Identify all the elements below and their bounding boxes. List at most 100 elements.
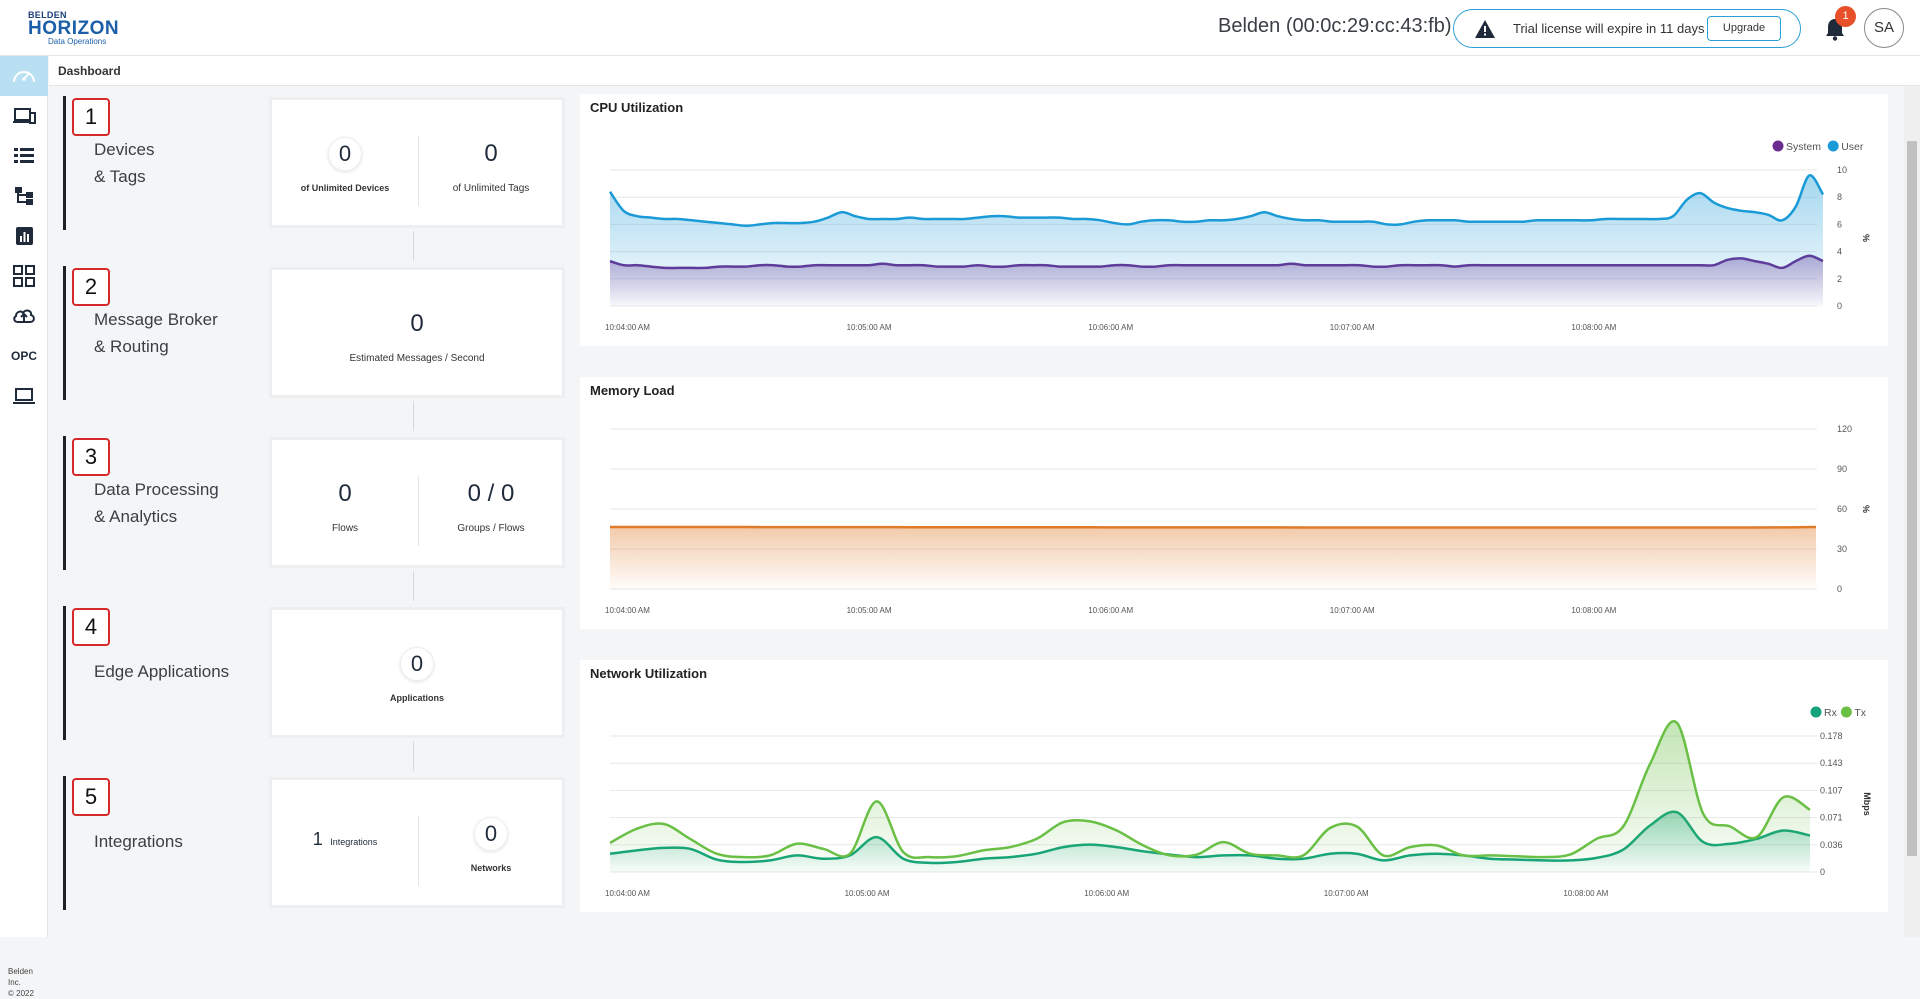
- step-number: 2: [72, 268, 110, 306]
- x-tick-label: 10:06:00 AM: [1088, 606, 1133, 615]
- page-scrollbar[interactable]: [1904, 86, 1920, 937]
- step-label: Message Broker & Routing: [94, 306, 218, 360]
- step-label: Integrations: [94, 828, 183, 855]
- notification-badge[interactable]: 1: [1835, 6, 1856, 27]
- copyright-year: © 2022: [8, 989, 34, 998]
- devices-tags-card[interactable]: 0 of Unlimited Devices 0 of Unlimited Ta…: [269, 97, 565, 228]
- step-bar: [63, 96, 66, 230]
- nav-edge-device[interactable]: [0, 376, 48, 416]
- edge-applications-card[interactable]: 0 Applications: [269, 607, 565, 738]
- x-tick-label: 10:05:00 AM: [845, 889, 890, 898]
- x-tick-label: 10:07:00 AM: [1330, 606, 1375, 615]
- cpu-utilization-chart[interactable]: 10 8 6 4 2 0% 10:04:00 AM 10:05:00 AM 10:06:00 A…: [580, 94, 1888, 346]
- series-series-line[interactable]: [609, 525, 1817, 529]
- device-title: Belden (00:0c:29:cc:43:fb): [1218, 15, 1452, 37]
- user-legend-label[interactable]: User: [1841, 141, 1864, 153]
- nav-cloud[interactable]: [0, 296, 48, 336]
- applications-label: Applications: [389, 693, 444, 703]
- tags-count: 0: [484, 140, 498, 167]
- devices-icon: [13, 108, 36, 124]
- memory-load-chart[interactable]: 120 90 60 30 0% 10:04:00 AM 10:05:00 AM 10:06:0…: [580, 377, 1888, 629]
- devices-metric: 0 of Unlimited Devices: [272, 137, 418, 193]
- nav-analytics[interactable]: [0, 216, 48, 256]
- breadcrumb-dashboard[interactable]: Dashboard: [58, 64, 121, 78]
- nav-list[interactable]: [0, 136, 48, 176]
- series-series-area: [610, 527, 1816, 589]
- x-tick-label: 10:05:00 AM: [847, 323, 892, 332]
- step-bar: [63, 776, 66, 910]
- rx-legend-marker[interactable]: [1810, 706, 1822, 718]
- y-tick-label: 2: [1837, 274, 1842, 284]
- network-utilization-panel: 0.178 0.143 0.107 0.071 0.036 0 Mbps 10:04:00 A…: [580, 660, 1888, 912]
- breadcrumb: Dashboard: [49, 56, 1920, 86]
- networks-label: Networks: [470, 863, 512, 873]
- step-number: 3: [72, 438, 110, 476]
- user-series-line[interactable]: [608, 174, 1825, 228]
- y-tick-label: 0.143: [1820, 758, 1843, 768]
- nav-apps[interactable]: [0, 256, 48, 296]
- nav-hierarchy[interactable]: [0, 176, 48, 216]
- step-label-line1: Devices: [94, 140, 155, 159]
- x-tick-label: 10:06:00 AM: [1084, 889, 1129, 898]
- tx-series-line[interactable]: [609, 720, 1811, 860]
- connector-line: [413, 571, 414, 601]
- y-tick-label: 0.071: [1820, 813, 1843, 823]
- license-banner: Trial license will expire in 11 days Upg…: [1453, 9, 1801, 48]
- hierarchy-icon: [15, 187, 33, 205]
- copyright: Belden Inc. © 2022: [8, 966, 47, 999]
- x-tick-label: 10:05:00 AM: [847, 606, 892, 615]
- x-tick-label: 10:04:00 AM: [605, 606, 650, 615]
- integrations-metric: 1 Integrations: [272, 829, 418, 850]
- x-tick-label: 10:08:00 AM: [1571, 323, 1616, 332]
- tx-legend-label[interactable]: Tx: [1854, 707, 1866, 719]
- y-tick-label: 0.178: [1820, 731, 1843, 741]
- y-tick-label: 0: [1837, 301, 1842, 311]
- connector-line: [413, 741, 414, 771]
- system-legend-marker[interactable]: [1772, 140, 1784, 152]
- belden-horizon-logo[interactable]: BELDEN HORIZON Data Operations: [28, 10, 128, 50]
- x-tick-label: 10:07:00 AM: [1324, 889, 1369, 898]
- user-avatar[interactable]: SA: [1864, 8, 1904, 48]
- integrations-card[interactable]: 1 Integrations 0 Networks: [269, 777, 565, 908]
- nav-opc[interactable]: OPC: [0, 336, 48, 376]
- step-label-line2: & Tags: [94, 167, 146, 186]
- step-label-line1: Integrations: [94, 832, 183, 851]
- y-axis-label: Mbps: [1862, 792, 1872, 816]
- y-axis-label: %: [1861, 505, 1871, 513]
- y-tick-label: 30: [1837, 544, 1847, 554]
- memory-chart-title: Memory Load: [590, 383, 675, 398]
- network-utilization-chart[interactable]: 0.178 0.143 0.107 0.071 0.036 0 Mbps 10:04:00 A…: [580, 660, 1888, 912]
- logo-line2: HORIZON: [28, 18, 120, 39]
- y-tick-label: 0: [1820, 867, 1825, 877]
- license-message: Trial license will expire in 11 days: [1513, 21, 1705, 36]
- copyright-company: Belden Inc.: [8, 967, 33, 987]
- y-tick-label: 4: [1837, 247, 1842, 257]
- tx-legend-marker[interactable]: [1840, 706, 1852, 718]
- rx-legend-label[interactable]: Rx: [1824, 707, 1838, 719]
- x-tick-label: 10:06:00 AM: [1088, 323, 1133, 332]
- network-chart-title: Network Utilization: [590, 666, 708, 681]
- y-tick-label: 0: [1837, 584, 1842, 594]
- integrations-count: 1: [312, 829, 323, 849]
- step-label: Data Processing & Analytics: [94, 476, 219, 530]
- message-broker-card[interactable]: 0 Estimated Messages / Second: [269, 267, 565, 398]
- system-legend-label[interactable]: System: [1786, 141, 1821, 153]
- user-legend-marker[interactable]: [1827, 140, 1839, 152]
- applications-metric: 0 Applications: [272, 647, 562, 703]
- y-tick-label: 0.107: [1820, 785, 1843, 795]
- step-label-line1: Data Processing: [94, 480, 219, 499]
- grid-icon: [13, 265, 35, 287]
- scrollbar-thumb[interactable]: [1907, 141, 1917, 856]
- tags-label: of Unlimited Tags: [452, 183, 530, 194]
- step-integrations: 5 Integrations 1 Integrations 0 Networks: [63, 776, 565, 910]
- nav-dashboard[interactable]: [0, 56, 48, 96]
- step-data-processing: 3 Data Processing & Analytics 0 Flows 0 …: [63, 436, 565, 570]
- upgrade-button[interactable]: Upgrade: [1707, 16, 1781, 41]
- logo-line3: Data Operations: [48, 37, 107, 46]
- list-icon: [14, 148, 34, 163]
- nav-devices[interactable]: [0, 96, 48, 136]
- data-processing-card[interactable]: 0 Flows 0 / 0 Groups / Flows: [269, 437, 565, 568]
- x-tick-label: 10:08:00 AM: [1571, 606, 1616, 615]
- integrations-label: Integrations: [330, 837, 378, 847]
- cpu-chart-title: CPU Utilization: [590, 100, 684, 115]
